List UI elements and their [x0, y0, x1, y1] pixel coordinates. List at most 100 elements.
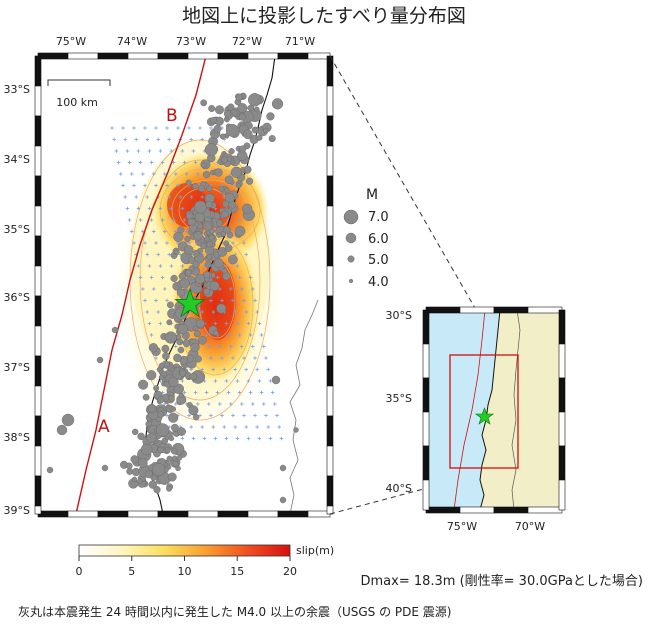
figure-title: 地図上に投影したすべり量分布図 — [182, 5, 466, 27]
frame-tick — [422, 343, 430, 379]
aftershock-point — [153, 385, 160, 392]
aftershock-point — [224, 193, 235, 203]
frame-tick — [326, 85, 334, 117]
trench-label-b: B — [166, 106, 178, 126]
aftershock-point — [271, 98, 284, 110]
inset-connector — [329, 55, 503, 356]
aftershock-point — [157, 411, 164, 419]
aftershock-point — [223, 226, 231, 234]
aftershock-point — [225, 123, 239, 137]
aftershock-points — [46, 92, 299, 504]
slip-colorbar: slip(m) 0 5 10 15 20 — [76, 544, 335, 578]
frame-tick — [97, 52, 129, 60]
frame-tick — [157, 510, 189, 518]
aftershock-point — [187, 256, 196, 264]
legend-label: 6.0 — [368, 232, 389, 247]
aftershock-point — [194, 212, 205, 223]
lon-label: 71°W — [285, 35, 315, 48]
aftershock-point — [192, 261, 200, 269]
frame-tick — [37, 52, 69, 60]
aftershock-point — [221, 210, 229, 218]
aftershock-point — [161, 344, 170, 353]
aftershock-point — [246, 177, 254, 185]
aftershock-point — [155, 423, 170, 437]
aftershock-point — [164, 446, 171, 453]
aftershock-point — [137, 478, 143, 484]
aftershock-point — [201, 162, 207, 169]
frame-tick — [558, 445, 566, 481]
inset-border — [511, 310, 521, 510]
aftershock-point — [131, 428, 139, 436]
aftershock-point — [177, 226, 185, 234]
aftershock-point — [152, 463, 166, 477]
frame-tick — [34, 355, 42, 387]
aftershock-point — [96, 356, 104, 364]
aftershock-point — [228, 254, 238, 265]
lon-axis-labels: 75°W 74°W 73°W 72°W 71°W — [56, 35, 315, 48]
frame-tick — [127, 510, 159, 518]
aftershock-point — [172, 460, 179, 467]
aftershock-point — [171, 455, 178, 462]
scale-bar-label: 100 km — [56, 96, 98, 109]
aftershock-point — [173, 231, 184, 242]
aftershock-point — [214, 105, 224, 115]
aftershock-point — [221, 267, 228, 274]
frame-tick — [558, 377, 566, 413]
frame-tick — [326, 115, 334, 147]
frame-tick — [493, 506, 529, 514]
lat-label: 34°S — [4, 153, 30, 166]
aftershock-point — [195, 274, 205, 284]
inset-epicenter-star — [474, 407, 495, 425]
lat-label: 35°S — [4, 223, 30, 236]
inset-land — [479, 310, 562, 510]
aftershock-point — [173, 383, 185, 395]
aftershock-point — [166, 485, 173, 492]
inset-lon-label: 70°W — [515, 520, 545, 533]
frame-tick — [558, 411, 566, 447]
frame-tick — [326, 415, 334, 447]
frame-tick — [34, 415, 42, 447]
frame-tick — [247, 510, 279, 518]
aftershock-point — [208, 104, 216, 112]
aftershock-point — [239, 145, 247, 153]
aftershock-point — [226, 231, 234, 239]
aftershock-point — [170, 447, 178, 455]
aftershock-point — [242, 129, 253, 140]
frame-tick — [34, 475, 42, 507]
lat-label: 37°S — [4, 361, 30, 374]
aftershock-point — [158, 362, 165, 369]
aftershock-point — [185, 179, 192, 186]
colorbar-tick: 0 — [76, 565, 83, 578]
frame-tick — [277, 510, 309, 518]
aftershock-point — [230, 166, 243, 178]
frame-tick — [326, 145, 334, 177]
frame-tick — [34, 295, 42, 327]
aftershock-point — [194, 355, 202, 363]
aftershock-point — [157, 396, 165, 404]
frame-tick — [34, 445, 42, 477]
aftershock-point — [138, 458, 148, 468]
lat-label: 38°S — [4, 431, 30, 444]
inset-frame-ticks — [422, 306, 566, 514]
aftershock-point — [213, 258, 224, 269]
colorbar-tick: 15 — [230, 565, 244, 578]
aftershock-point — [167, 472, 177, 482]
frame-tick — [34, 235, 42, 267]
aftershock-point — [279, 496, 287, 504]
aftershock-point — [138, 379, 149, 390]
aftershock-point — [170, 406, 176, 412]
aftershock-point — [168, 435, 175, 442]
lat-label: 36°S — [4, 291, 30, 304]
aftershock-point — [46, 466, 54, 474]
aftershock-point — [192, 413, 200, 421]
frame-tick — [422, 309, 430, 345]
aftershock-point — [263, 127, 269, 134]
lon-label: 75°W — [56, 35, 86, 48]
aftershock-point — [166, 455, 173, 462]
aftershock-point — [170, 274, 178, 283]
frame-tick — [326, 265, 334, 297]
frame-tick — [422, 377, 430, 413]
frame-tick — [34, 145, 42, 177]
aftershock-point — [190, 342, 200, 353]
